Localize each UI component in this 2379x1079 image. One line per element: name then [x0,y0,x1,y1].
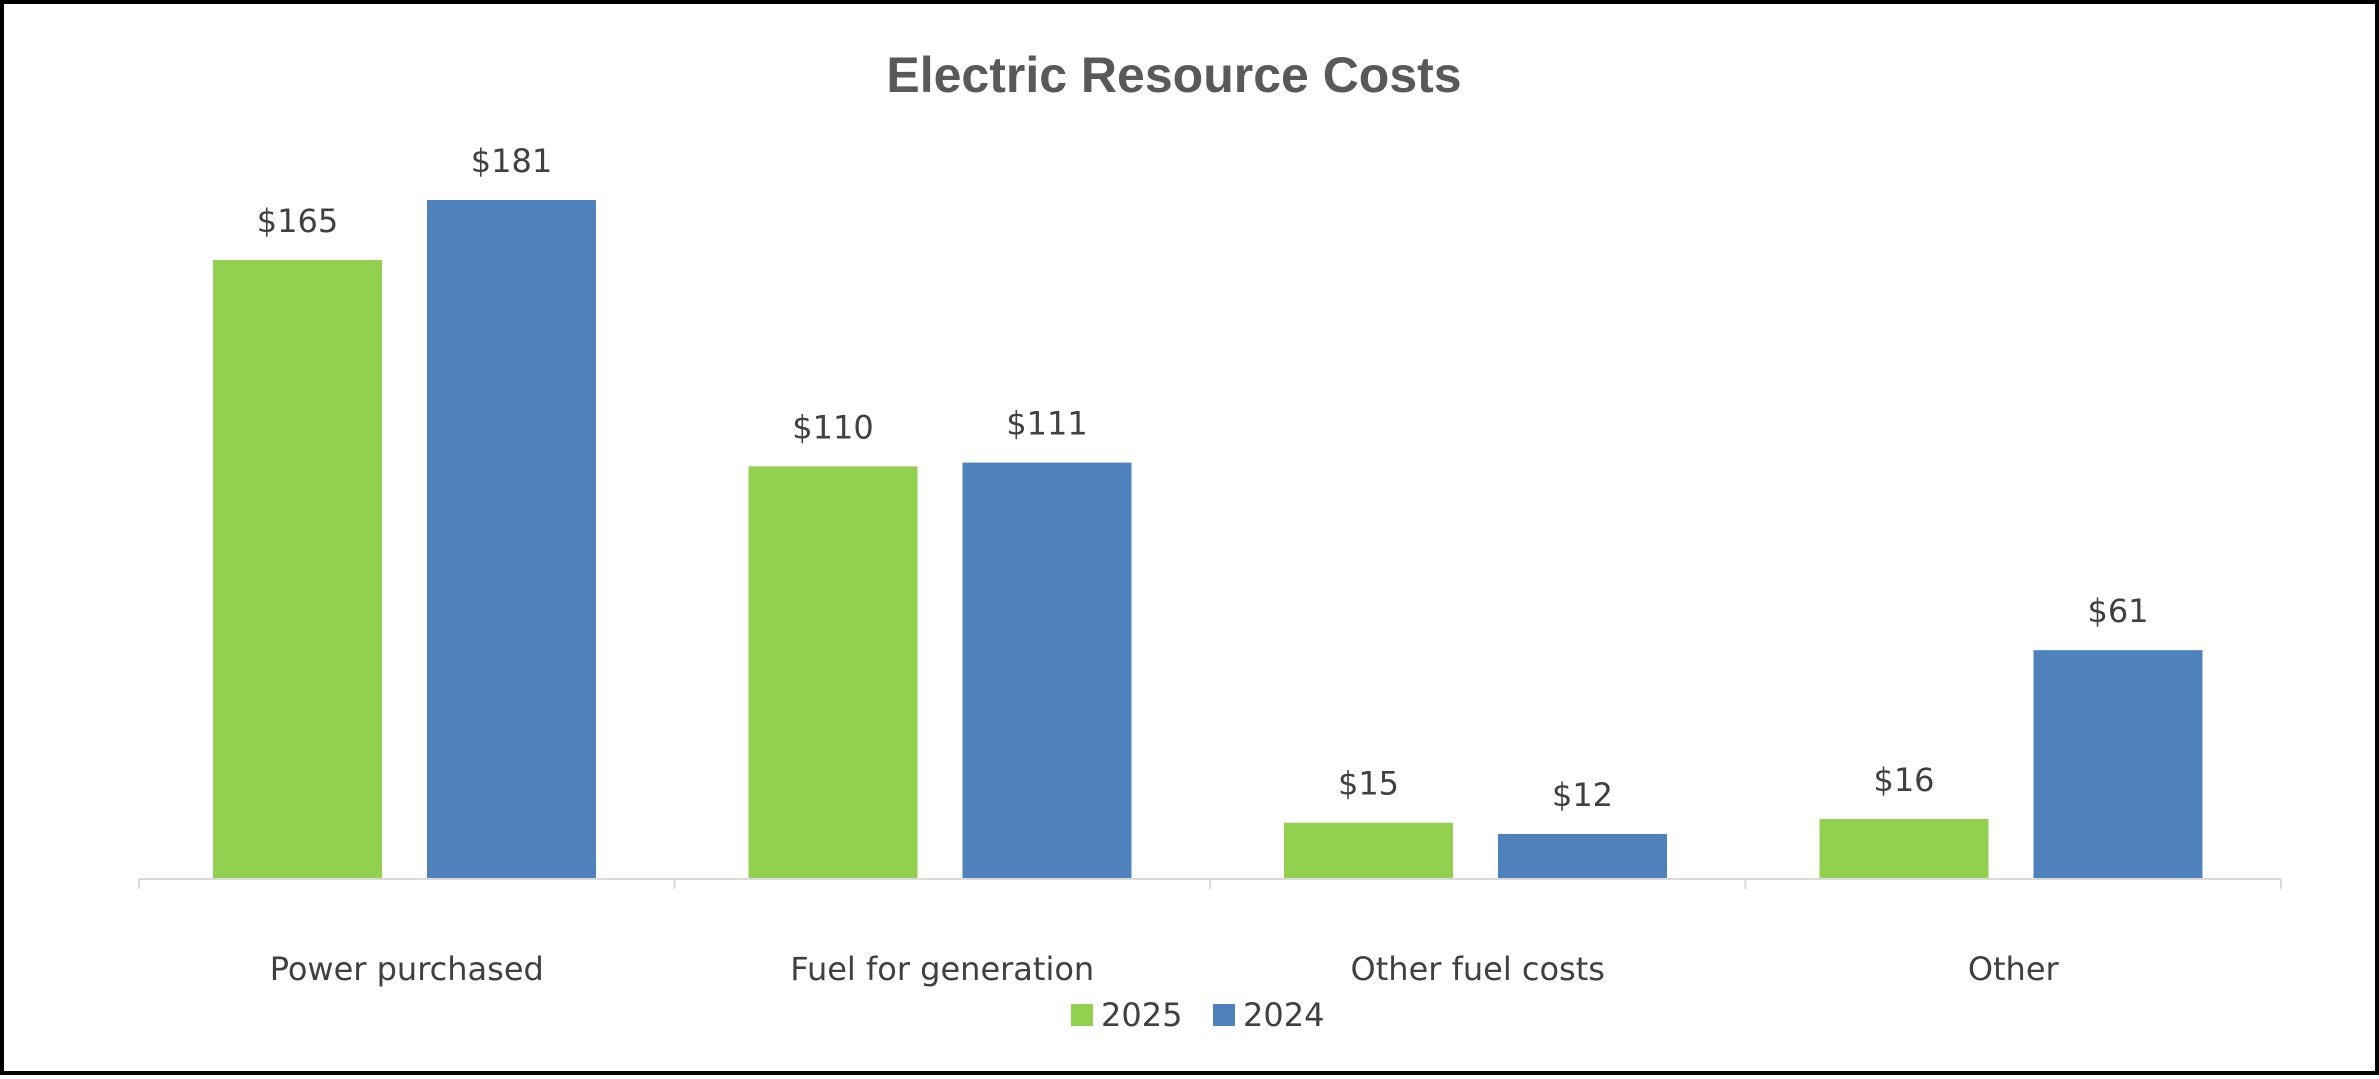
x-tick-label-0: Power purchased [270,950,544,988]
data-label-2025-0: $165 [257,202,338,240]
bar-2025-3 [1819,818,1989,879]
data-label-2025-3: $16 [1873,761,1934,799]
bar-2024-3 [2033,650,2203,879]
data-label-2024-2: $12 [1552,776,1613,814]
bar-2025-2 [1284,822,1453,879]
data-label-2025-2: $15 [1338,765,1399,803]
data-label-2024-0: $181 [471,142,552,180]
bar-chart: Electric Resource Costs $165$110$15 $16$1… [138,47,2282,1034]
bar-2024-1 [962,462,1132,879]
legend-swatch-2024 [1213,1004,1235,1026]
data-label-2024-3: $61 [2087,592,2148,630]
legend: 2025 2024 [1071,996,1324,1034]
x-tick-label-1: Fuel for generation [790,950,1094,988]
bar-2024-2 [1498,833,1667,879]
x-tick-label-2: Other fuel costs [1351,950,1605,988]
data-label-2024-1: $111 [1006,405,1087,443]
bar-2025-0 [213,260,382,879]
legend-label-2024: 2024 [1243,996,1324,1034]
x-tick-label-3: Other [1968,950,2060,988]
plot-area: $165 $110 $15 $16 $181 $111 $12 $61 Power purcha… [138,142,2282,988]
chart-title: Electric Resource Costs [886,47,1461,103]
legend-label-2025: 2025 [1101,996,1182,1034]
data-label-2025-1: $110 [792,408,873,446]
bar-2024-0 [427,200,596,879]
bar-2025-1 [748,466,918,879]
legend-swatch-2025 [1071,1004,1093,1026]
